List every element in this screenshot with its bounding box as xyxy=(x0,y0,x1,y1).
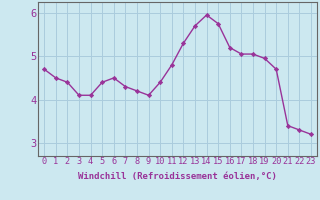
X-axis label: Windchill (Refroidissement éolien,°C): Windchill (Refroidissement éolien,°C) xyxy=(78,172,277,181)
